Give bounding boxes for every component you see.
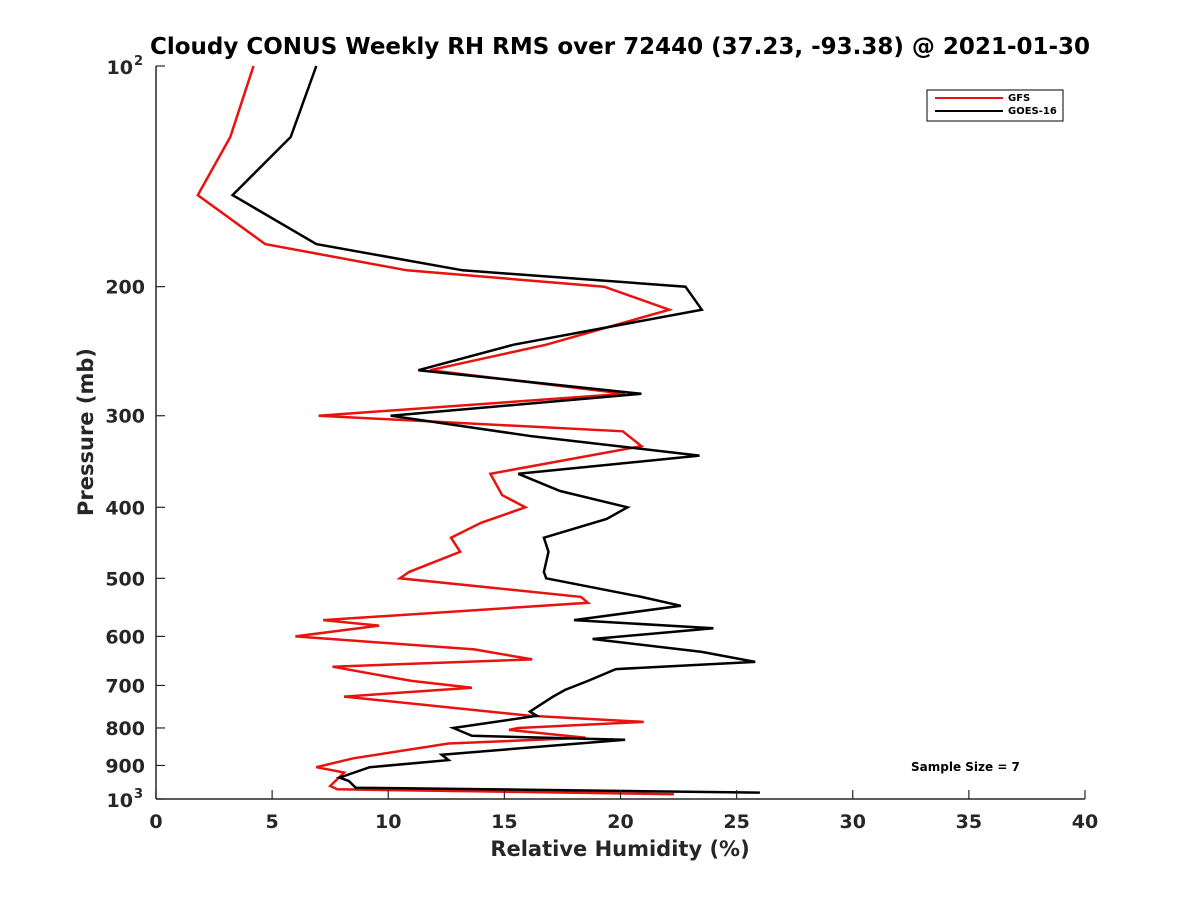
y-axis-label: Pressure (mb)	[74, 348, 98, 516]
x-tick-label: 15	[491, 811, 517, 833]
legend: GFS GOES-16	[926, 89, 1064, 122]
y-tick-label: 700	[105, 675, 145, 697]
series-line-goes16	[230, 65, 760, 794]
x-tick-label: 10	[375, 811, 401, 833]
legend-box	[926, 89, 1064, 122]
x-tick-label: 35	[956, 811, 982, 833]
x-tick-label: 5	[266, 811, 279, 833]
sample-size-annotation: Sample Size = 7	[911, 760, 1020, 774]
y-tick-exponent: 3	[134, 787, 143, 802]
legend-label-goes16: GOES-16	[1008, 106, 1057, 117]
y-tick-label: 10 3	[107, 787, 144, 812]
series-line-gfs	[196, 65, 674, 796]
y-tick-label: 200	[105, 277, 145, 299]
x-axis-label: Relative Humidity (%)	[490, 837, 749, 861]
x-tick-label: 30	[840, 811, 866, 833]
y-tick-label: 800	[105, 718, 145, 740]
legend-label-gfs: GFS	[1008, 93, 1030, 104]
x-tick-label: 40	[1072, 811, 1098, 833]
x-tick-label: 25	[723, 811, 749, 833]
y-tick-label: 400	[105, 497, 145, 519]
y-tick-label: 10 2	[107, 54, 144, 79]
y-tick-label: 600	[105, 626, 145, 648]
x-tick-label: 0	[149, 811, 162, 833]
y-tick-base: 10	[107, 790, 133, 812]
y-tick-exponent: 2	[134, 54, 143, 69]
y-tick-base: 10	[107, 57, 133, 79]
y-tick-label: 500	[105, 568, 145, 590]
y-tick-label: 300	[105, 406, 145, 428]
chart-title: Cloudy CONUS Weekly RH RMS over 72440 (3…	[150, 34, 1090, 60]
series-layer	[196, 65, 760, 796]
x-tick-label: 20	[607, 811, 633, 833]
y-tick-label: 900	[105, 755, 145, 777]
